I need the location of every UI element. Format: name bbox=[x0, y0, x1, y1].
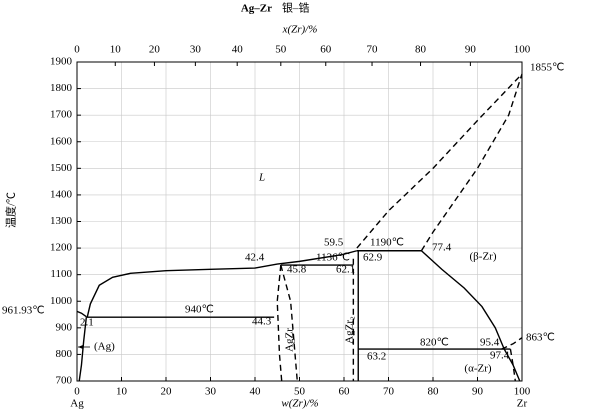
y-axis-label: 温度/℃ bbox=[4, 192, 18, 228]
x2-tick-label: 40 bbox=[232, 44, 244, 56]
phase-boundary bbox=[86, 250, 358, 318]
x-tick-label: 40 bbox=[250, 386, 262, 398]
y-tick-label: 1100 bbox=[50, 268, 72, 280]
x-axis-label: w(Zr)/% bbox=[281, 398, 318, 410]
x-tick-label: 10 bbox=[116, 386, 128, 398]
phase-label: AgZr₂ bbox=[344, 316, 356, 344]
y-tick-label: 800 bbox=[56, 348, 73, 360]
x-tick-label: 50 bbox=[294, 386, 306, 398]
y-tick-label: 1500 bbox=[50, 162, 73, 174]
x-tick-label: 80 bbox=[428, 386, 440, 398]
plot-frame bbox=[76, 61, 523, 382]
x-tick-label: 30 bbox=[205, 386, 217, 398]
phase-label: L bbox=[258, 172, 265, 184]
phase-boundary bbox=[76, 310, 87, 318]
phase-boundary bbox=[509, 348, 517, 382]
y-tick-label: 900 bbox=[56, 321, 73, 333]
annotation: 62.9 bbox=[363, 252, 383, 264]
y-tick-label: 1300 bbox=[50, 215, 73, 227]
x-tick-label: 70 bbox=[383, 386, 395, 398]
annotation: 1190℃ bbox=[370, 237, 404, 249]
x2-tick-label: 80 bbox=[415, 44, 427, 56]
x2-tick-label: 0 bbox=[74, 44, 80, 56]
chart-subtitle: 银–锆 bbox=[282, 1, 310, 15]
x2-tick-label: 70 bbox=[367, 44, 379, 56]
x2-tick-label: 50 bbox=[275, 44, 287, 56]
y-tick-label: 1400 bbox=[50, 188, 73, 200]
x2-tick-label: 10 bbox=[110, 44, 122, 56]
phase-label: AgZr bbox=[284, 328, 296, 352]
y-tick-label: 1000 bbox=[50, 295, 73, 307]
phase-label: (β-Zr) bbox=[470, 251, 497, 263]
phase-label: (Ag) bbox=[94, 341, 115, 353]
annotation: 59.5 bbox=[324, 237, 344, 249]
y-tick-label: 1200 bbox=[50, 242, 73, 254]
annotation: 1136℃ bbox=[316, 252, 350, 264]
phase-boundary bbox=[356, 73, 523, 249]
annotation: 940℃ bbox=[185, 304, 214, 316]
y-tick-label: 1900 bbox=[50, 56, 73, 68]
x2-tick-label: 20 bbox=[149, 44, 161, 56]
arrow-head bbox=[78, 345, 83, 349]
annotation: 42.4 bbox=[245, 252, 265, 264]
chart-title: Ag–Zr bbox=[241, 3, 272, 15]
annotation: 63.2 bbox=[367, 351, 386, 363]
phase-boundary bbox=[420, 73, 523, 252]
x-tick-label: 20 bbox=[161, 386, 173, 398]
phase-boundary bbox=[501, 337, 523, 350]
annotation: 1855℃ bbox=[530, 62, 564, 74]
phase-label: (α-Zr) bbox=[464, 363, 491, 375]
x2-tick-label: 60 bbox=[320, 44, 332, 56]
annotation: 95.4 bbox=[480, 337, 500, 349]
annotation: 62.1 bbox=[336, 264, 355, 276]
annotation: 2.1 bbox=[80, 317, 94, 329]
annotation: 961.93℃ bbox=[2, 305, 45, 317]
element-label: Ag bbox=[70, 398, 84, 410]
y-tick-label: 700 bbox=[56, 375, 73, 387]
x2-tick-label: 100 bbox=[514, 44, 531, 56]
annotation: 863℃ bbox=[526, 332, 555, 344]
y-tick-label: 1700 bbox=[50, 109, 73, 121]
annotation: 45.8 bbox=[287, 264, 307, 276]
phase-boundary bbox=[78, 317, 88, 382]
phase-boundary bbox=[420, 250, 521, 382]
y-tick-label: 1800 bbox=[50, 82, 73, 94]
x-tick-label: 60 bbox=[339, 386, 351, 398]
element-label: Zr bbox=[517, 398, 528, 410]
annotation: 820℃ bbox=[420, 337, 449, 349]
annotation: 44.3 bbox=[252, 316, 272, 328]
x2-tick-label: 30 bbox=[190, 44, 202, 56]
phase-boundary bbox=[280, 264, 298, 382]
annotation: 77.4 bbox=[432, 242, 452, 254]
x2-tick-label: 90 bbox=[465, 44, 477, 56]
x-tick-label: 90 bbox=[472, 386, 484, 398]
x-tick-label: 0 bbox=[74, 386, 80, 398]
x2-axis-label: x(Zr)/% bbox=[282, 24, 318, 36]
y-tick-label: 1600 bbox=[50, 135, 73, 147]
annotation: 97.4 bbox=[490, 350, 510, 362]
phase-boundary bbox=[276, 265, 283, 382]
x-tick-label: 100 bbox=[514, 386, 531, 398]
